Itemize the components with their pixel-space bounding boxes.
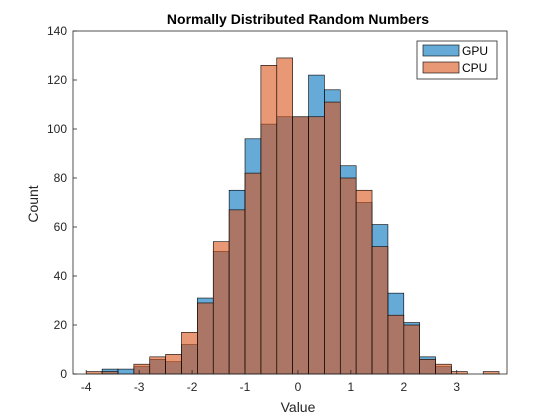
legend-label-gpu: GPU <box>462 44 488 58</box>
legend-swatch-cpu <box>422 61 460 74</box>
histogram-bar-cpu <box>355 189 373 375</box>
legend: GPU CPU <box>416 40 498 80</box>
x-tick-label: -2 <box>187 380 198 394</box>
chart-title: Normally Distributed Random Numbers <box>167 11 429 27</box>
histogram-bar-cpu <box>292 116 309 375</box>
histogram-bar-cpu <box>212 241 230 375</box>
histogram-bar-cpu <box>133 363 151 375</box>
histogram-bar-cpu <box>419 358 436 375</box>
series-cpu-bars <box>85 57 500 375</box>
legend-swatch-gpu <box>422 44 460 57</box>
axes-layer <box>72 30 508 375</box>
histogram-bar-cpu <box>197 302 214 375</box>
y-tick-label: 40 <box>54 269 68 283</box>
x-tick-label: 3 <box>453 380 460 394</box>
histogram-bar-cpu <box>371 246 389 375</box>
bars-layer <box>85 57 500 375</box>
x-tick-label: 2 <box>400 380 407 394</box>
x-tick-label: -1 <box>240 380 251 394</box>
histogram-bar-cpu <box>181 332 198 375</box>
axes-box <box>72 30 508 375</box>
histogram-bar-cpu <box>435 363 452 375</box>
histogram-bar-gpu <box>117 368 135 375</box>
x-tick-label: 0 <box>295 380 302 394</box>
x-tick-label: 1 <box>348 380 355 394</box>
histogram-bar-cpu <box>244 172 262 375</box>
y-tick-label: 0 <box>60 367 67 381</box>
histogram-bar-cpu <box>403 324 420 375</box>
histogram-bar-cpu <box>165 354 182 375</box>
y-tick-label: 80 <box>54 171 68 185</box>
histogram-bar-cpu <box>387 314 405 375</box>
histogram-bar-cpu <box>260 65 278 375</box>
x-axis-label: Value <box>281 399 316 415</box>
histogram-bar-cpu <box>228 209 246 375</box>
y-tick-label: 20 <box>54 318 68 332</box>
x-tick-label: -3 <box>134 380 145 394</box>
legend-label-cpu: CPU <box>462 61 487 75</box>
ticks-layer: -4 -3 -2 -1 0 1 2 3 0 20 40 60 80 100 120 140 <box>47 24 460 394</box>
y-axis-label: Count <box>25 185 41 222</box>
histogram-bar-cpu <box>308 116 325 375</box>
x-tick-label: -4 <box>81 380 92 394</box>
y-tick-label: 100 <box>47 122 67 136</box>
y-tick-label: 120 <box>47 73 67 87</box>
histogram-bar-cpu <box>149 356 166 375</box>
histogram-bar-cpu <box>324 101 341 375</box>
y-tick-label: 60 <box>54 220 68 234</box>
histogram-bar-cpu <box>339 177 357 375</box>
histogram-bar-cpu <box>276 57 293 375</box>
y-tick-label: 140 <box>47 24 67 38</box>
